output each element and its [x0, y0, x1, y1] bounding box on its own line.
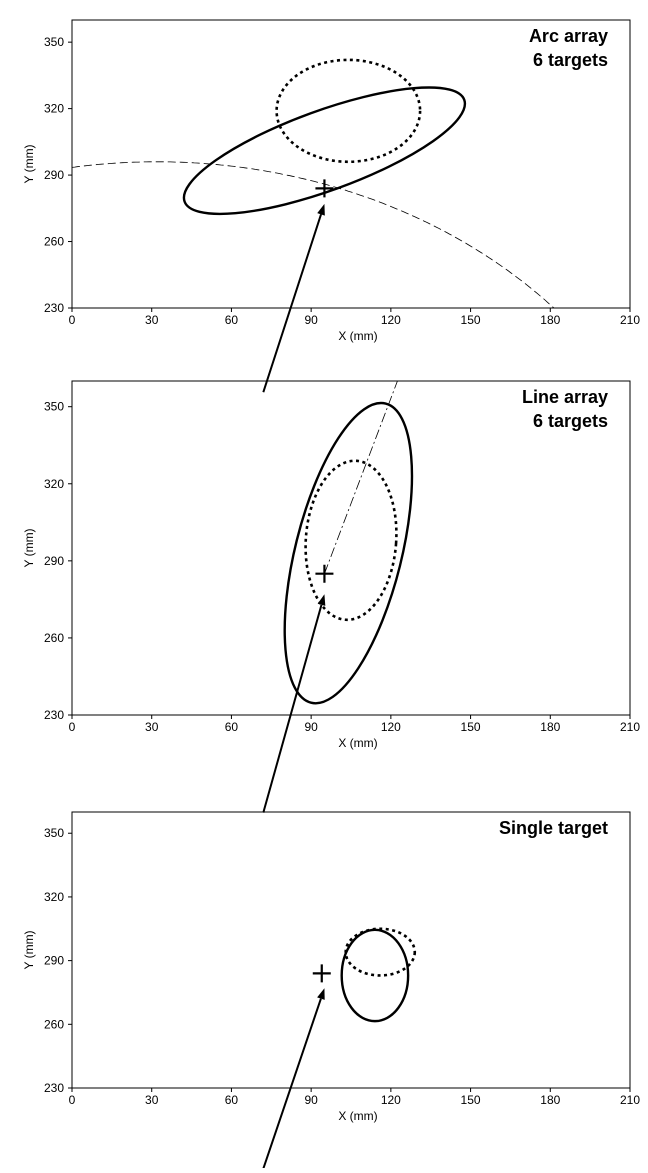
x-tick-label: 0: [69, 1093, 76, 1107]
y-tick-label: 230: [44, 708, 64, 722]
chart-panel-1: 0 30 60 90 120 150 180 210 230 260 290 320 350 X (mm)…: [22, 19, 640, 393]
x-tick-label: 60: [225, 313, 239, 327]
target-cross-marker: [315, 564, 334, 583]
y-axis-label: Y (mm): [22, 930, 36, 969]
panel-annotation: 6 targets: [533, 50, 608, 70]
y-tick-label: 260: [44, 631, 64, 645]
y-tick-label: 350: [44, 35, 64, 49]
x-tick-label: 0: [69, 720, 76, 734]
target-arc-line: [72, 161, 555, 308]
plot-area: [340, 927, 417, 1023]
error-ellipse-solid: [182, 86, 467, 216]
x-tick-label: 150: [461, 1093, 481, 1107]
x-tick-label: 90: [304, 720, 318, 734]
x-tick-label: 120: [381, 313, 401, 327]
x-tick-label: 120: [381, 720, 401, 734]
plot-frame: [71, 380, 631, 716]
chart-panel-2: 0 30 60 90 120 150 180 210 230 260 290 320 350 X (mm)…: [22, 380, 640, 813]
x-tick-label: 120: [381, 1093, 401, 1107]
x-tick-label: 210: [620, 1093, 640, 1107]
x-tick-label: 30: [145, 720, 159, 734]
y-tick-label: 260: [44, 235, 64, 249]
chart-panel-3: 0 30 60 90 120 150 180 210 230 260 290 320 350 X (mm)…: [22, 811, 640, 1169]
y-tick-label: 290: [44, 554, 64, 568]
x-tick-label: 150: [461, 720, 481, 734]
target-cross-marker: [312, 964, 331, 983]
y-tick-label: 290: [44, 168, 64, 182]
x-tick-label: 90: [304, 313, 318, 327]
x-axis-label: X (mm): [338, 736, 377, 750]
x-tick-label: 180: [540, 720, 560, 734]
x-tick-label: 210: [620, 313, 640, 327]
y-tick-label: 290: [44, 954, 64, 968]
approach-arrow: [262, 998, 322, 1169]
plot-area: [283, 381, 414, 705]
target-cross-marker: [315, 179, 334, 198]
y-tick-label: 320: [44, 477, 64, 491]
x-tick-label: 150: [461, 313, 481, 327]
x-tick-label: 210: [620, 720, 640, 734]
error-ellipse-solid: [340, 928, 410, 1023]
x-tick-label: 30: [145, 1093, 159, 1107]
plot-area: [72, 58, 555, 308]
y-tick-label: 320: [44, 102, 64, 116]
x-tick-label: 180: [540, 313, 560, 327]
x-tick-label: 0: [69, 313, 76, 327]
y-tick-label: 350: [44, 826, 64, 840]
approach-arrow: [262, 214, 322, 393]
panel-annotation: Single target: [499, 818, 608, 838]
panel-annotation: 6 targets: [533, 411, 608, 431]
x-tick-label: 30: [145, 313, 159, 327]
y-tick-label: 350: [44, 400, 64, 414]
x-tick-label: 60: [225, 1093, 239, 1107]
error-ellipse-dotted: [275, 58, 422, 164]
y-tick-label: 230: [44, 1081, 64, 1095]
y-tick-label: 260: [44, 1017, 64, 1031]
panel-annotation: Arc array: [529, 26, 608, 46]
approach-arrow-head: [317, 594, 326, 606]
x-tick-label: 90: [304, 1093, 318, 1107]
plot-frame: [71, 811, 631, 1089]
y-axis-label: Y (mm): [22, 528, 36, 567]
x-tick-label: 60: [225, 720, 239, 734]
y-tick-label: 320: [44, 890, 64, 904]
error-ellipse-dotted: [304, 459, 398, 622]
approach-arrow: [262, 604, 323, 813]
y-tick-label: 230: [44, 301, 64, 315]
approach-arrow-head: [317, 988, 325, 1000]
x-tick-label: 180: [540, 1093, 560, 1107]
x-axis-label: X (mm): [338, 1109, 377, 1123]
error-ellipse-solid: [283, 401, 414, 705]
panel-annotation: Line array: [522, 387, 608, 407]
plot-frame: [71, 19, 631, 309]
approach-arrow-head: [317, 203, 325, 216]
x-axis-label: X (mm): [338, 329, 377, 343]
y-axis-label: Y (mm): [22, 144, 36, 183]
target-line: [324, 381, 398, 574]
